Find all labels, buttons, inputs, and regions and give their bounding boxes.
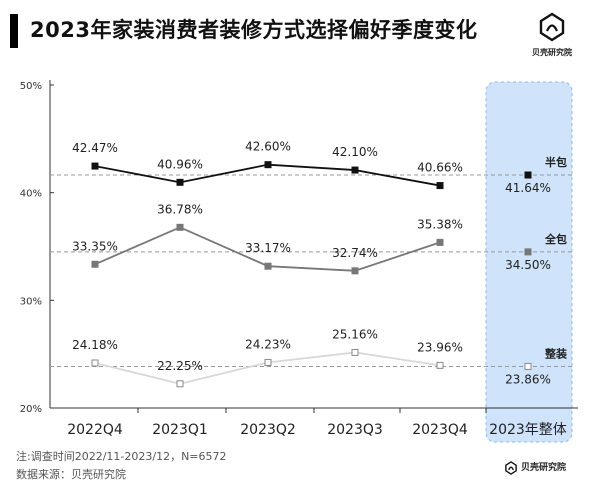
header-logo: 贝壳研究院 bbox=[520, 12, 584, 58]
data-label: 42.47% bbox=[72, 141, 118, 155]
x-tick-label: 2022Q4 bbox=[67, 422, 123, 438]
annual-data-point bbox=[524, 248, 532, 256]
title-accent-bar bbox=[10, 14, 18, 48]
data-label: 25.16% bbox=[332, 327, 378, 341]
annual-highlight-column bbox=[485, 81, 573, 443]
page-title: 2023年家装消费者装修方式选择偏好季度变化 bbox=[30, 18, 478, 42]
data-label: 35.38% bbox=[417, 217, 463, 231]
footer-logo: 贝壳研究院 bbox=[504, 460, 566, 475]
series-name-label: 整装 bbox=[544, 346, 567, 360]
data-label: 32.74% bbox=[332, 246, 378, 260]
x-tick-label: 2023Q1 bbox=[152, 422, 208, 438]
data-point bbox=[264, 161, 272, 169]
y-tick-label: 20% bbox=[20, 404, 42, 415]
survey-note: 注:调查时间2022/11-2023/12，N=6572 bbox=[16, 450, 227, 463]
data-label: 40.66% bbox=[417, 161, 463, 175]
data-point bbox=[91, 359, 99, 367]
x-tick-label-annual: 2023年整体 bbox=[489, 422, 567, 438]
data-point bbox=[176, 223, 184, 231]
annual-value-label: 41.64% bbox=[505, 181, 551, 195]
header-logo-text: 贝壳研究院 bbox=[532, 48, 572, 57]
line-chart: 20% 30% 40% 50% 2022Q4 2023Q1 2023Q2 2023Q3 2023… bbox=[20, 80, 578, 443]
data-label: 24.23% bbox=[245, 337, 291, 351]
data-label: 33.35% bbox=[72, 239, 118, 253]
data-point bbox=[264, 262, 272, 270]
data-point bbox=[351, 166, 359, 174]
series-name-label: 全包 bbox=[544, 232, 567, 246]
data-label: 42.10% bbox=[332, 145, 378, 159]
data-label: 42.60% bbox=[245, 140, 291, 154]
data-label: 36.78% bbox=[157, 202, 203, 216]
data-point bbox=[436, 361, 444, 369]
data-point bbox=[91, 260, 99, 268]
annual-value-label: 34.50% bbox=[505, 258, 551, 272]
annual-data-point bbox=[524, 362, 532, 370]
data-point bbox=[351, 267, 359, 275]
series-name-label: 半包 bbox=[545, 155, 567, 169]
data-point bbox=[436, 238, 444, 246]
data-label: 40.96% bbox=[157, 157, 203, 171]
footer-logo-text: 贝壳研究院 bbox=[521, 463, 567, 473]
annual-value-label: 23.86% bbox=[505, 372, 551, 386]
series-line bbox=[94, 351, 441, 385]
data-point bbox=[264, 358, 272, 366]
x-tick-label: 2023Q4 bbox=[412, 422, 468, 438]
data-point bbox=[351, 348, 359, 356]
data-point bbox=[91, 162, 99, 170]
beike-shell-logo-icon bbox=[539, 12, 565, 42]
data-point bbox=[176, 380, 184, 388]
data-label: 22.25% bbox=[157, 359, 203, 373]
annual-data-point bbox=[524, 171, 532, 179]
y-tick-label: 40% bbox=[20, 189, 42, 200]
data-label: 33.17% bbox=[245, 241, 291, 255]
y-tick-label: 50% bbox=[20, 81, 42, 92]
data-label: 23.96% bbox=[417, 340, 463, 354]
data-label: 24.18% bbox=[72, 338, 118, 352]
beike-shell-logo-icon bbox=[505, 460, 517, 475]
data-source: 数据来源：贝壳研究院 bbox=[16, 468, 126, 481]
x-tick-label: 2023Q2 bbox=[240, 422, 296, 438]
y-tick-label: 30% bbox=[20, 296, 42, 307]
x-tick-label: 2023Q3 bbox=[327, 422, 383, 438]
data-point bbox=[176, 178, 184, 186]
data-point bbox=[436, 182, 444, 190]
